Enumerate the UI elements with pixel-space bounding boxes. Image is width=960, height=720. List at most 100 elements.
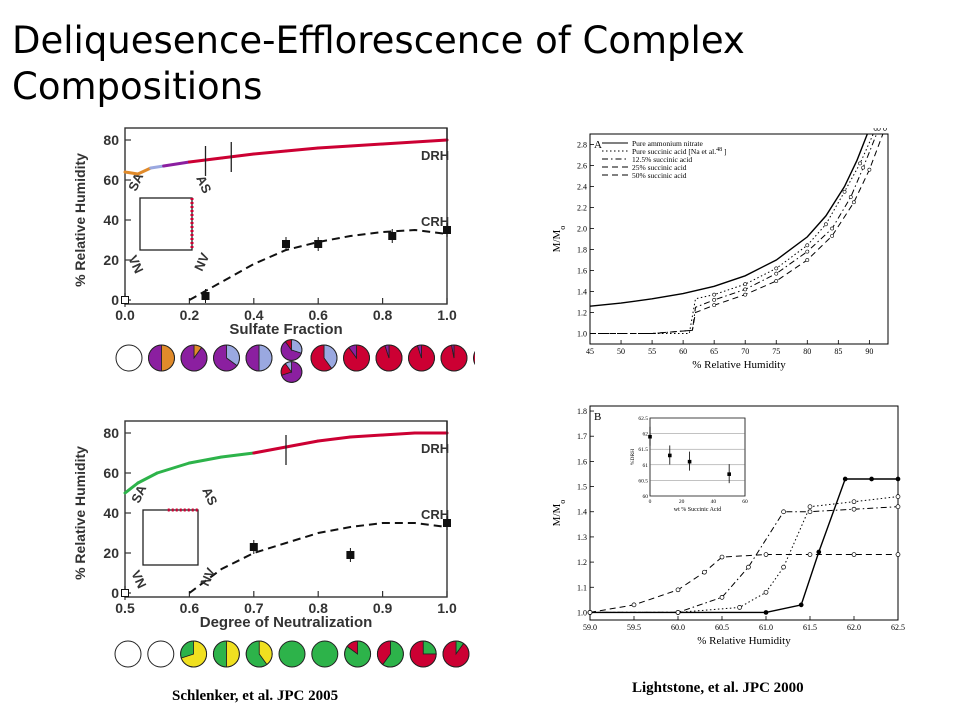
corner-label-tl: SA	[125, 170, 146, 193]
inset-y-tick-label: 60	[643, 494, 649, 500]
series-line-dashdot	[590, 506, 898, 613]
pie-outline	[442, 640, 470, 668]
crh-label: CRH	[421, 507, 449, 522]
y-tick-label: 60	[103, 172, 119, 188]
x-axis-label: Degree of Neutralization	[200, 614, 373, 631]
series-marker	[895, 504, 901, 510]
series-marker	[743, 282, 748, 287]
drh-label: DRH	[421, 148, 449, 163]
drh-label: DRH	[421, 441, 449, 456]
series-marker	[867, 167, 872, 172]
series-marker	[842, 189, 847, 194]
y-axis-label: % Relative Humidity	[72, 446, 88, 580]
panel-a-chart: A 1.0 1.2 1.4 1.6 1.8 2.0 2.2 2.4 2.6 2.8 45 50 55 60 6…	[551, 128, 889, 371]
y-tick-label: 2.4	[577, 183, 587, 192]
pie-outline	[409, 640, 437, 668]
series-marker	[774, 266, 779, 271]
drh-line-segment	[252, 445, 288, 455]
crh-point	[201, 292, 210, 300]
y-tick-label: 1.4	[577, 288, 587, 297]
drh-line-segment	[220, 152, 256, 160]
series-marker	[895, 494, 901, 499]
x-tick-label: 1.0	[437, 600, 457, 616]
series-marker	[895, 476, 901, 482]
pie-outline	[408, 344, 435, 372]
drh-line-segment	[149, 164, 166, 170]
composition-square	[139, 197, 193, 251]
crh-point	[121, 296, 129, 304]
corner-label-tr: AS	[199, 485, 220, 508]
y-tick-label: 1.4	[577, 508, 587, 517]
drh-line-segment	[252, 149, 288, 156]
inset-y-tick-label: 62.5	[638, 416, 648, 422]
legend-entry: Pure ammonium nitrate	[632, 139, 703, 148]
x-axis-label: Sulfate Fraction	[229, 321, 342, 338]
panel-b: B 1.0 1.1 1.2 1.3 1.4 1.5 1.6 1.7 1.8 59.0 59.5 60.0…	[548, 400, 908, 658]
drh-line-segment	[316, 144, 352, 150]
plot-frame	[589, 133, 889, 345]
series-marker	[851, 552, 857, 557]
series-marker	[895, 552, 901, 557]
series-marker	[851, 200, 856, 205]
inset-y-tick-label: 62	[643, 432, 649, 438]
neutralization-chart: 0 20 40 60 80 0.5 0.6 0.7 0.8 0.9 1.0 Degree of Neu…	[72, 420, 470, 668]
y-tick-label: 60	[103, 465, 119, 481]
crh-point	[346, 551, 355, 559]
x-axis-label: % Relative Humidity	[692, 359, 786, 371]
y-tick-label: 0	[111, 585, 119, 601]
y-tick-label: 1.3	[577, 533, 587, 542]
x-tick-label: 60.0	[671, 623, 685, 632]
pie-outline	[280, 339, 303, 361]
series-marker	[858, 161, 862, 166]
crh-label: CRH	[421, 214, 449, 229]
corner-label-tr: AS	[193, 173, 214, 196]
plot-frame	[124, 420, 448, 598]
x-tick-label: 61.0	[759, 623, 773, 632]
series-marker	[807, 552, 813, 557]
series-marker	[861, 165, 866, 170]
x-tick-label: 0.2	[180, 307, 200, 323]
pie-slice	[213, 640, 227, 668]
x-tick-label: 0.9	[373, 600, 393, 616]
inset-point	[687, 459, 692, 464]
drh-line-segment	[381, 140, 417, 146]
crh-fit-line	[188, 228, 448, 301]
y-tick-label: 20	[103, 545, 119, 561]
legend-reference-bracket: ]	[722, 147, 726, 156]
x-tick-label: 45	[586, 347, 594, 356]
series-marker	[807, 504, 813, 510]
y-tick-label: 1.2	[577, 309, 587, 318]
drh-line-segment	[187, 455, 224, 465]
drh-line-segment	[413, 138, 449, 144]
drh-line-segment	[348, 142, 385, 148]
series-marker	[712, 303, 717, 308]
y-tick-label: 2.2	[577, 204, 587, 213]
series-marker	[763, 589, 769, 595]
drh-line-segment	[316, 435, 352, 443]
series-marker	[781, 564, 786, 570]
y-tick-label: 1.7	[577, 432, 587, 441]
y-tick-label: 80	[103, 425, 119, 441]
caption-left: Schlenker, et al. JPC 2005	[172, 688, 339, 704]
inset-y-tick-label: 61	[643, 463, 649, 469]
y-tick-label: 1.5	[577, 483, 587, 492]
panel-label: B	[594, 411, 601, 423]
series-marker	[798, 602, 804, 608]
pie-slice	[258, 344, 273, 372]
pie-slice	[161, 344, 175, 372]
pie-outline	[440, 344, 468, 372]
series-marker	[824, 222, 828, 227]
crh-fit-line	[188, 522, 448, 594]
y-tick-label: 40	[103, 505, 119, 521]
composition-square	[142, 509, 199, 566]
inset-x-tick-label: 40	[711, 499, 717, 505]
corner-label-br: NV	[191, 250, 212, 273]
panel-b-chart: B 1.0 1.1 1.2 1.3 1.4 1.5 1.6 1.7 1.8 59.0 59.5 60.0…	[551, 405, 905, 647]
series-marker	[743, 287, 748, 292]
series-marker	[719, 594, 725, 600]
x-tick-label: 75	[772, 347, 780, 356]
series-marker	[873, 128, 878, 131]
inset-x-axis-label: wt % Succinic Acid	[674, 507, 722, 513]
inset-frame	[649, 417, 746, 497]
inset-x-tick-label: 0	[649, 499, 652, 505]
